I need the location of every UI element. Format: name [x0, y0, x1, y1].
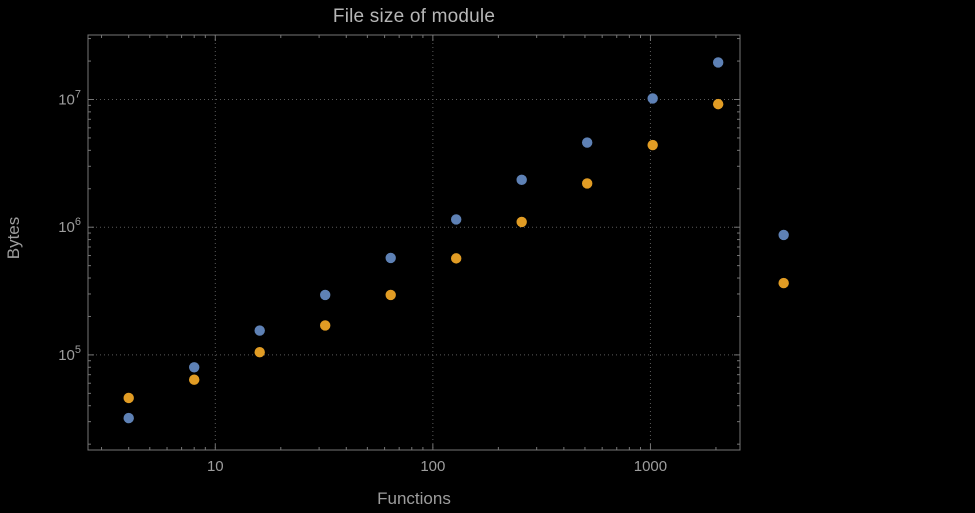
- x-tick-label: 1000: [634, 458, 667, 475]
- data-point-blue: [123, 412, 134, 424]
- x-axis-label: Functions: [377, 489, 451, 508]
- y-tick-label: 105: [58, 344, 81, 364]
- data-point-blue: [581, 137, 593, 148]
- x-tick-label: 100: [420, 458, 445, 475]
- data-point-orange: [189, 374, 200, 385]
- y-tick-label: 106: [58, 216, 81, 236]
- data-point-orange: [385, 289, 396, 301]
- data-point-blue: [385, 252, 396, 264]
- plot-frame: [87, 34, 741, 451]
- data-point-blue: [254, 325, 265, 336]
- data-point-blue: [778, 229, 789, 241]
- data-point-orange: [581, 178, 593, 189]
- data-point-blue: [712, 57, 724, 68]
- data-point-blue: [319, 289, 331, 301]
- data-point-orange: [516, 216, 527, 228]
- data-point-orange: [319, 320, 331, 331]
- data-point-blue: [647, 93, 658, 104]
- data-point-blue: [516, 174, 527, 186]
- x-tick-label: 10: [207, 458, 224, 475]
- y-tick-label: 107: [58, 89, 81, 109]
- data-point-orange: [450, 253, 462, 264]
- data-point-orange: [712, 98, 724, 110]
- data-point-orange: [123, 392, 134, 404]
- data-point-blue: [450, 214, 462, 225]
- data-point-blue: [189, 362, 200, 373]
- chart-title: File size of module: [332, 6, 496, 27]
- data-point-orange: [647, 139, 658, 151]
- data-point-orange: [778, 277, 789, 289]
- data-point-orange: [254, 346, 265, 358]
